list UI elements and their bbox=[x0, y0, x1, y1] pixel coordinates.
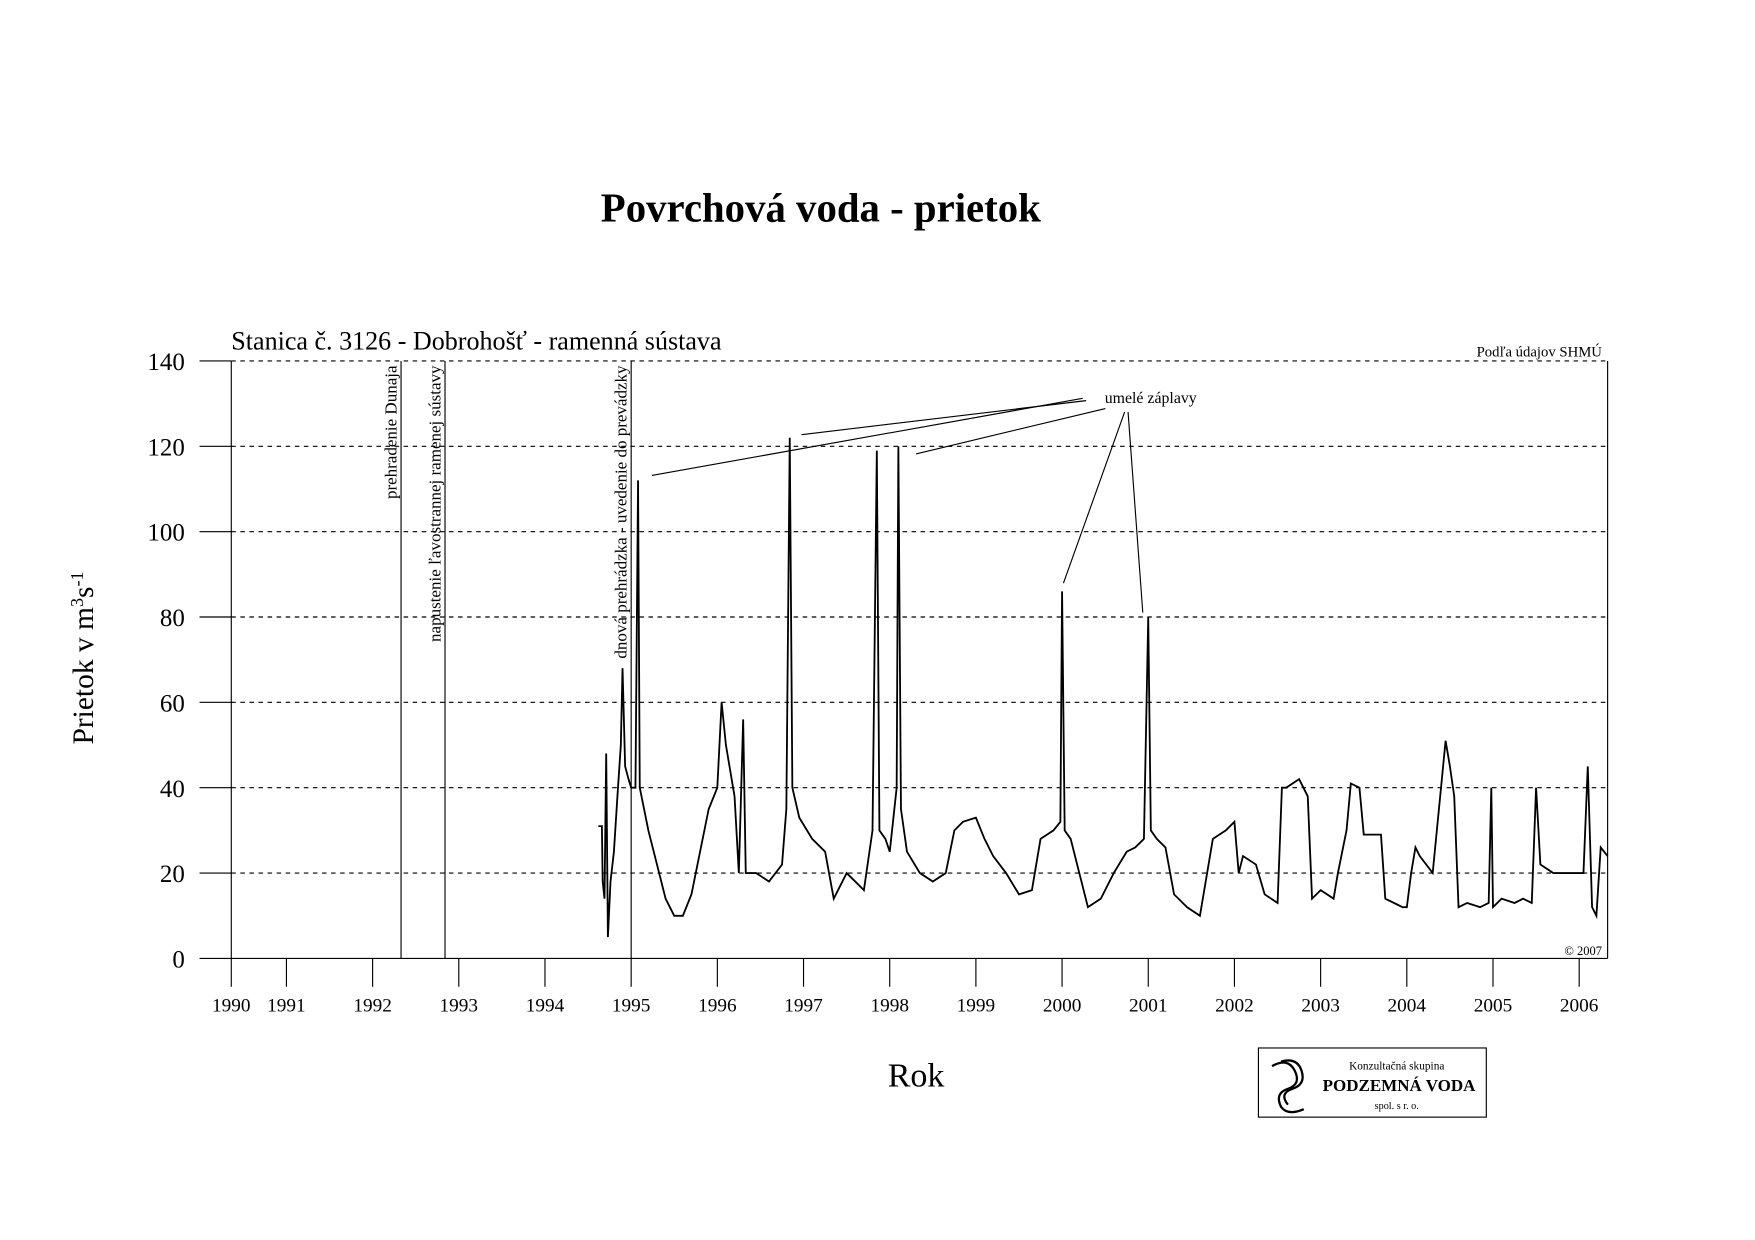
y-tick-label: 120 bbox=[147, 434, 184, 461]
copyright: © 2007 bbox=[1564, 944, 1602, 958]
y-label-part: s bbox=[68, 587, 100, 598]
y-label-sup: 3 bbox=[67, 598, 87, 607]
x-tick-label: 2002 bbox=[1215, 996, 1254, 1017]
leader bbox=[801, 400, 1087, 436]
leader bbox=[1127, 411, 1144, 613]
data-line bbox=[598, 437, 1609, 938]
logo-line: spol. s r. o. bbox=[1375, 1101, 1419, 1112]
annotation-leaders bbox=[651, 397, 1144, 613]
x-tick-label: 2005 bbox=[1474, 996, 1513, 1017]
x-tick-label: 2004 bbox=[1388, 996, 1427, 1017]
y-tick-label: 140 bbox=[147, 349, 184, 376]
event-label: prehradenie Dunaja bbox=[382, 365, 401, 499]
x-tick-label: 1995 bbox=[612, 996, 651, 1017]
x-tick-label: 1998 bbox=[870, 996, 909, 1017]
x-tick-label: 1999 bbox=[957, 996, 996, 1017]
x-tick-label: 1997 bbox=[784, 996, 823, 1017]
leader bbox=[915, 408, 1106, 455]
logo-line: Konzultačná skupina bbox=[1349, 1061, 1444, 1073]
y-tick-label: 100 bbox=[147, 520, 184, 547]
x-tick-label: 1991 bbox=[267, 996, 306, 1017]
subtitle: Stanica č. 3126 - Dobrohošť - ramenná sú… bbox=[231, 327, 722, 356]
x-tick-label: 1994 bbox=[526, 996, 565, 1017]
y-tick-label: 0 bbox=[172, 946, 184, 973]
leader bbox=[651, 397, 1083, 477]
x-tick-label: 2006 bbox=[1560, 996, 1599, 1017]
x-tick-label: 2001 bbox=[1129, 996, 1168, 1017]
annotation: umelé záplavy bbox=[1105, 390, 1197, 407]
x-tick-label: 1990 bbox=[212, 996, 251, 1017]
x-tick-label: 2003 bbox=[1301, 996, 1340, 1017]
event-label: dnová prehrádzka - uvedenie do prevádzky bbox=[612, 365, 631, 659]
logo-box bbox=[1257, 1047, 1487, 1118]
y-tick-label: 20 bbox=[160, 861, 185, 888]
leader bbox=[1062, 411, 1126, 584]
logo-name: PODZEMNÁ VODA bbox=[1323, 1076, 1477, 1095]
y-tick-label: 60 bbox=[160, 690, 185, 717]
logo: Konzultačná skupina PODZEMNÁ VODA spol. … bbox=[1257, 1047, 1487, 1118]
logo-icon bbox=[1271, 1059, 1305, 1114]
y-tick-label: 40 bbox=[160, 776, 185, 803]
x-tick-label: 1992 bbox=[353, 996, 392, 1017]
x-axis-label: Rok bbox=[888, 1058, 945, 1095]
y-tick-label: 80 bbox=[160, 605, 185, 632]
chart-title: Povrchová voda - prietok bbox=[601, 185, 1041, 230]
x-tick-label: 1996 bbox=[698, 996, 737, 1017]
event-label: napustenie ľavostrannej ramenej sústavy bbox=[425, 365, 444, 642]
y-axis-label: Prietok v m3s-1 bbox=[67, 571, 100, 744]
x-tick-label: 1993 bbox=[440, 996, 479, 1017]
y-label-part: Prietok v m bbox=[68, 607, 100, 745]
y-label-sup: -1 bbox=[67, 571, 87, 586]
x-tick-label: 2000 bbox=[1043, 996, 1082, 1017]
source: Podľa údajov SHMÚ bbox=[1477, 343, 1603, 360]
